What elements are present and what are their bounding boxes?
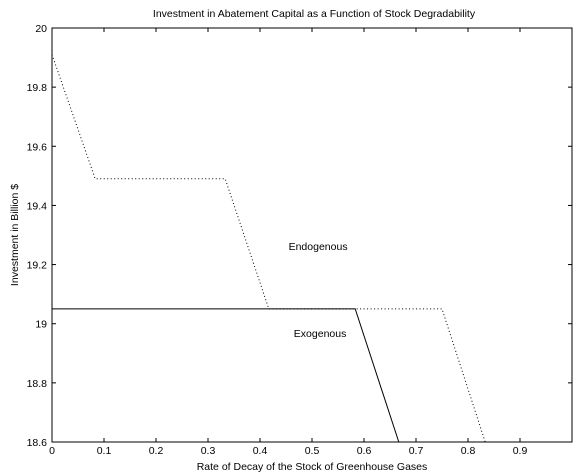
annotation-endogenous: Endogenous bbox=[289, 241, 348, 253]
x-tick-label: 0.7 bbox=[409, 445, 424, 457]
x-axis-label: Rate of Decay of the Stock of Greenhouse… bbox=[197, 461, 428, 473]
y-tick-label: 19.8 bbox=[27, 82, 48, 94]
x-tick-label: 0 bbox=[49, 445, 55, 457]
series-line-exogenous bbox=[52, 308, 572, 443]
y-tick-label: 19 bbox=[35, 319, 47, 331]
annotation-exogenous: Exogenous bbox=[294, 328, 347, 340]
y-axis: 18.6 18.8 19 19.2 19.4 19.6 19.8 20 bbox=[27, 23, 572, 449]
x-tick-label: 0.3 bbox=[201, 445, 216, 457]
y-tick-label: 19.6 bbox=[27, 141, 48, 153]
x-tick-label: 0.4 bbox=[253, 445, 268, 457]
plot-area-frame bbox=[51, 27, 573, 443]
chart-title: Investment in Abatement Capital as a Fun… bbox=[153, 8, 476, 20]
x-tick-label: 0.6 bbox=[357, 445, 372, 457]
x-tick-label: 0.9 bbox=[513, 445, 528, 457]
y-tick-label: 19.4 bbox=[27, 200, 48, 212]
y-tick-label: 18.8 bbox=[27, 378, 48, 390]
y-axis-label: Investment in Billion $ bbox=[9, 184, 21, 286]
x-axis: 0 0.1 0.2 0.3 0.4 0.5 0.6 0.7 0.8 0.9 bbox=[49, 28, 527, 457]
annotations: Endogenous Exogenous bbox=[289, 241, 348, 340]
y-tick-label: 19.2 bbox=[27, 260, 48, 272]
x-tick-label: 0.1 bbox=[97, 445, 112, 457]
x-tick-label: 0.8 bbox=[461, 445, 476, 457]
x-tick-label: 0.5 bbox=[305, 445, 320, 457]
y-tick-label: 20 bbox=[35, 23, 47, 35]
y-tick-label: 18.6 bbox=[27, 437, 48, 449]
series-layer bbox=[51, 54, 572, 443]
x-tick-label: 0.2 bbox=[149, 445, 164, 457]
